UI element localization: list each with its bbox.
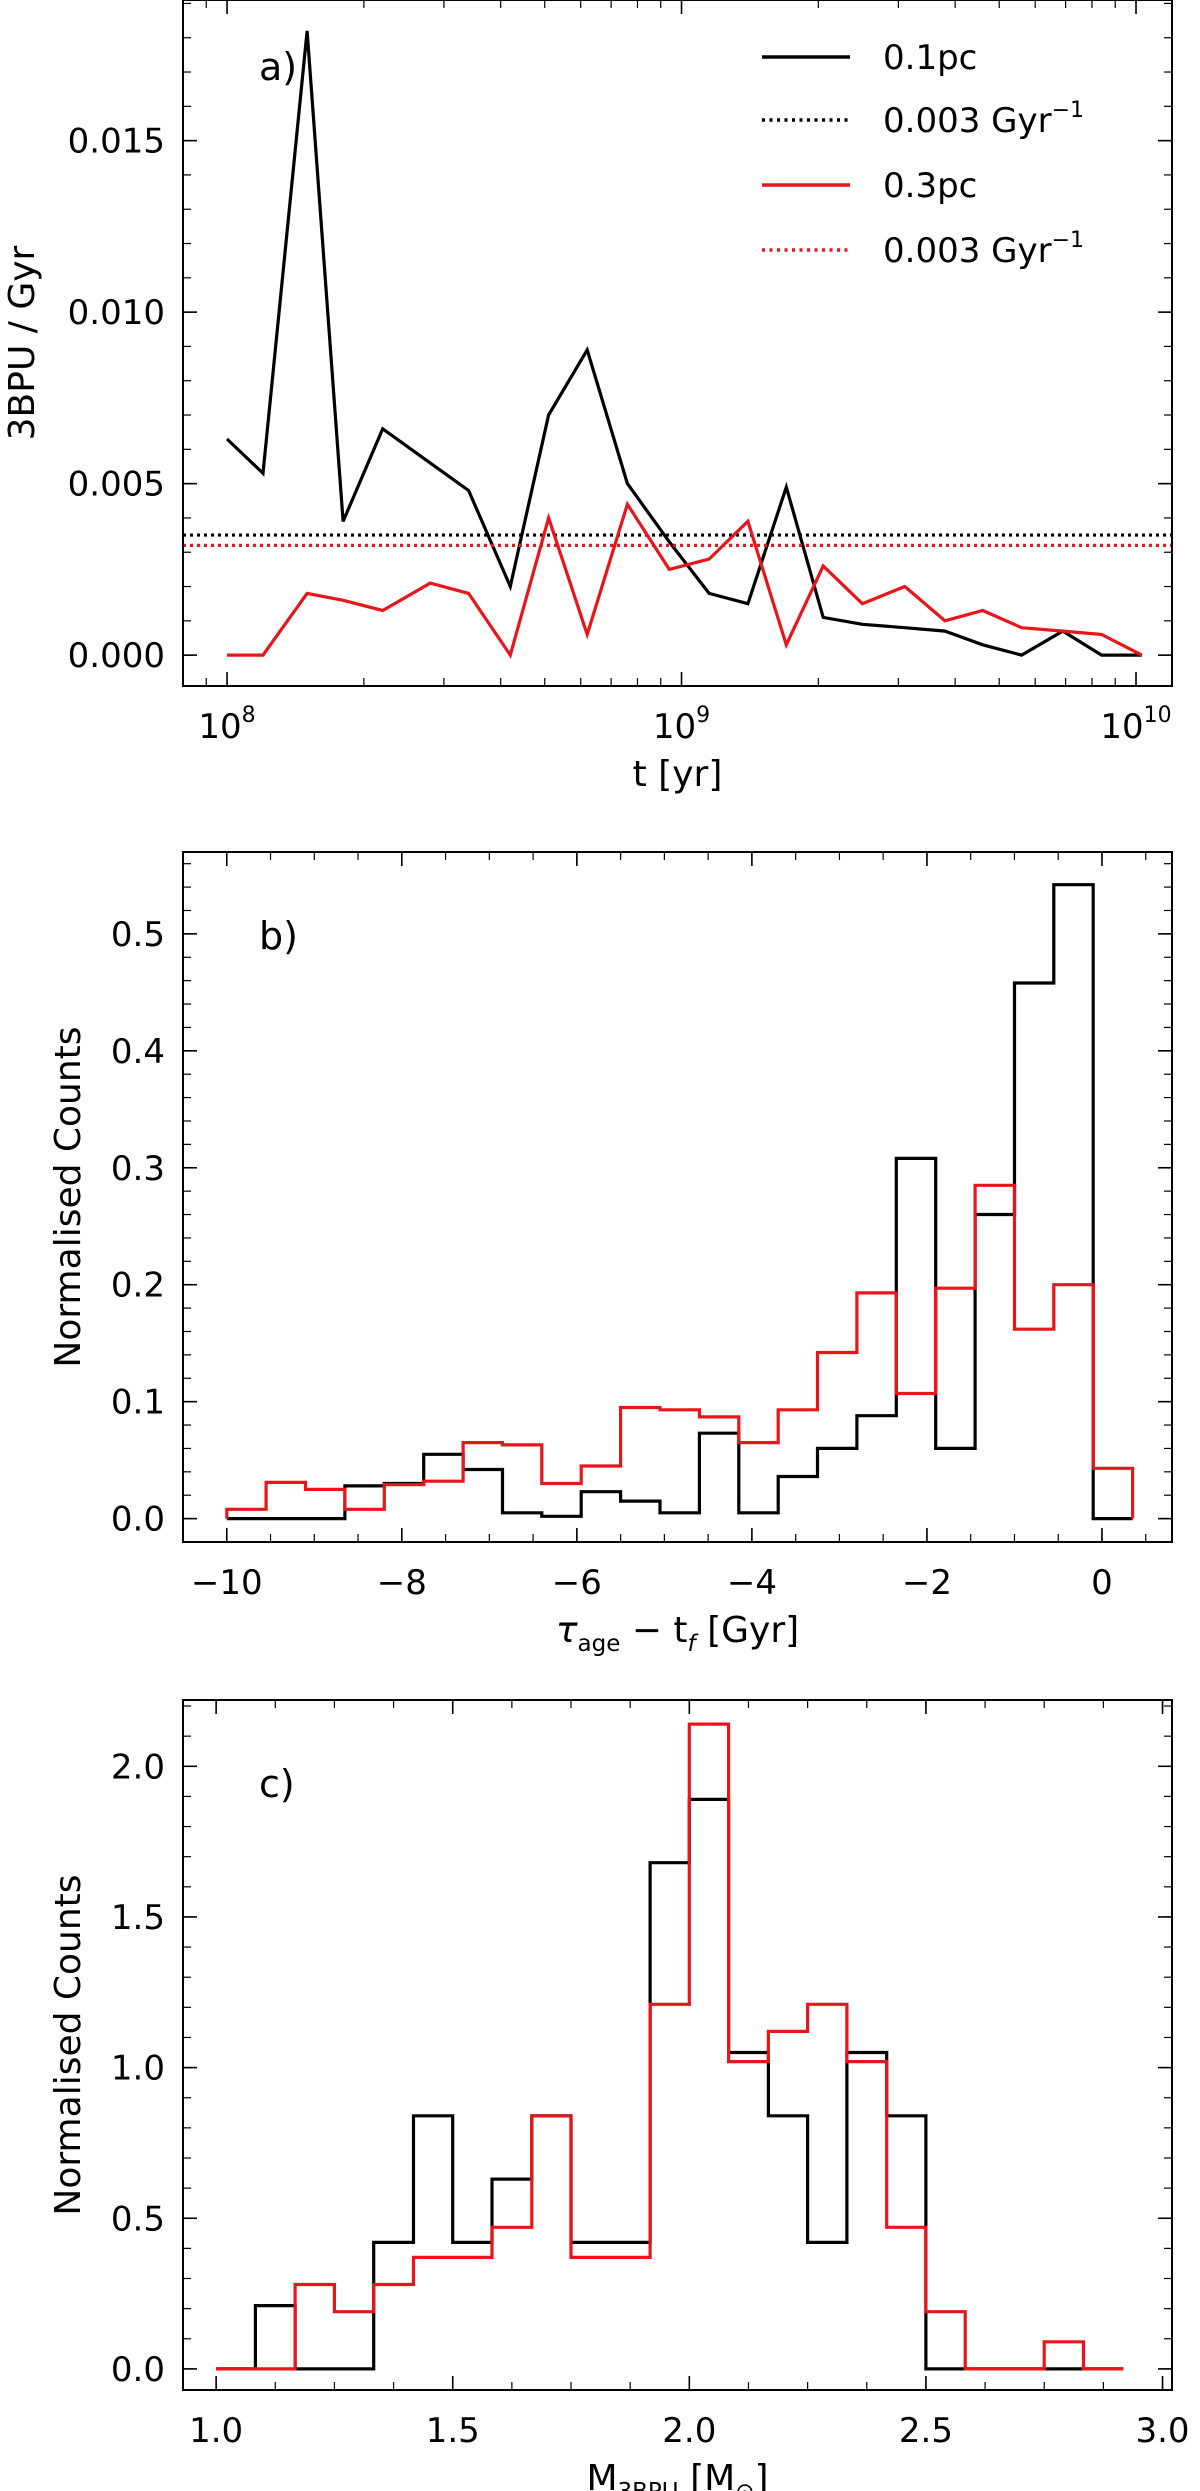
- legend-name: 0.003 Gyr: [883, 231, 1052, 271]
- panel-label: b): [259, 914, 298, 958]
- series-line-0.3pc: [227, 500, 1143, 659]
- x-label-tau: τ: [556, 1610, 578, 1651]
- legend-label: 0.003 Gyr−1: [883, 228, 1084, 271]
- panel-c: 1.0 1.5 2.0 2.5 3.0 0.0 0.5 1.0 1.5 2.0 Normalised…: [48, 1699, 1190, 2491]
- y-tick-label: 2.0: [111, 1747, 165, 1787]
- x-axis-label: t [yr]: [633, 754, 723, 795]
- x-tick-label: 2.5: [899, 2411, 953, 2451]
- x-tick-label: 108: [198, 703, 255, 747]
- x-tick-exponent: 9: [696, 703, 710, 728]
- x-tick-exponent: 8: [242, 703, 256, 728]
- panel-label: a): [259, 45, 297, 89]
- y-tick-label: 0.2: [111, 1266, 165, 1306]
- plot-area: [225, 883, 1135, 1521]
- y-tick-label: 0.0: [111, 2350, 165, 2390]
- x-tick-label: −8: [377, 1563, 427, 1603]
- axes-frame: [182, 0, 1173, 687]
- x-tick-label: 1010: [1100, 703, 1171, 747]
- x-label-m: M: [586, 2458, 617, 2491]
- legend-exponent: −1: [1052, 98, 1084, 123]
- histogram-0.3pc: [225, 1183, 1135, 1519]
- x-label-sub: age: [578, 1631, 621, 1657]
- y-tick-label: 0.000: [68, 636, 165, 676]
- legend-name: 0.1pc: [883, 38, 977, 78]
- histogram-0.1pc: [216, 1797, 1124, 2371]
- y-tick-label: 0.1: [111, 1383, 165, 1423]
- x-label-mid: − t: [620, 1610, 687, 1651]
- x-tick-label: 109: [653, 703, 710, 747]
- x-label-end: ]: [754, 2458, 768, 2491]
- y-axis-label: Normalised Counts: [48, 1874, 89, 2215]
- x-tick-label: 1.5: [426, 2411, 480, 2451]
- legend-label: 0.3pc: [883, 166, 977, 206]
- legend-label: 0.1pc: [883, 38, 977, 78]
- y-tick-label: 0.0: [111, 1500, 165, 1540]
- y-tick-label: 0.4: [111, 1032, 165, 1072]
- y-axis-label: Normalised Counts: [48, 1026, 89, 1367]
- x-tick-base: 10: [198, 707, 241, 747]
- plot-area: [183, 30, 1172, 659]
- y-tick-label: 0.005: [68, 465, 165, 505]
- x-label-sun: ⊙: [735, 2479, 754, 2491]
- x-tick-label: 3.0: [1135, 2411, 1189, 2451]
- panel-label: c): [259, 1762, 295, 1806]
- axes-frame: [182, 1699, 1173, 2391]
- y-tick-label: 0.5: [111, 915, 165, 955]
- legend-label: 0.003 Gyr−1: [883, 98, 1084, 141]
- legend-name: 0.003 Gyr: [883, 101, 1052, 141]
- x-tick-label: −4: [727, 1563, 777, 1603]
- x-tick-base: 10: [653, 707, 696, 747]
- y-tick-label: 0.5: [111, 2199, 165, 2239]
- histogram-0.3pc: [216, 1722, 1124, 2371]
- y-tick-label: 1.5: [111, 1898, 165, 1938]
- x-tick-label: −6: [552, 1563, 602, 1603]
- x-tick-label: 1.0: [189, 2411, 243, 2451]
- y-tick-label: 1.0: [111, 2049, 165, 2089]
- x-axis-label: M3BPU [M⊙]: [586, 2458, 768, 2491]
- x-tick-base: 10: [1100, 707, 1143, 747]
- x-axis-label: τage − tf [Gyr]: [556, 1610, 799, 1657]
- x-tick-label: 2.0: [662, 2411, 716, 2451]
- legend-exponent: −1: [1052, 228, 1084, 253]
- x-label-f: f: [688, 1631, 699, 1657]
- y-tick-label: 0.010: [68, 293, 165, 333]
- legend-name: 0.3pc: [883, 166, 977, 206]
- series-line-0.1pc: [225, 30, 1142, 657]
- histogram-0.1pc: [226, 883, 1133, 1521]
- x-tick-label: 0: [1091, 1563, 1113, 1603]
- y-axis-label: 3BPU / Gyr: [2, 245, 43, 440]
- x-label-tail: [M: [679, 2458, 736, 2491]
- plot-area: [216, 1722, 1124, 2371]
- axes-frame: [182, 851, 1173, 1543]
- x-tick-label: −10: [191, 1563, 263, 1603]
- panel-b: −10 −8 −6 −4 −2 0 0.0 0.1 0.2 0.3 0.4 0.5 Normalised…: [48, 851, 1173, 1657]
- y-tick-label: 0.015: [68, 122, 165, 162]
- x-tick-exponent: 10: [1144, 703, 1172, 728]
- y-tick-label: 0.3: [111, 1149, 165, 1189]
- x-label-tail: [Gyr]: [696, 1610, 800, 1651]
- x-tick-label: −2: [902, 1563, 952, 1603]
- x-label-sub: 3BPU: [618, 2479, 679, 2491]
